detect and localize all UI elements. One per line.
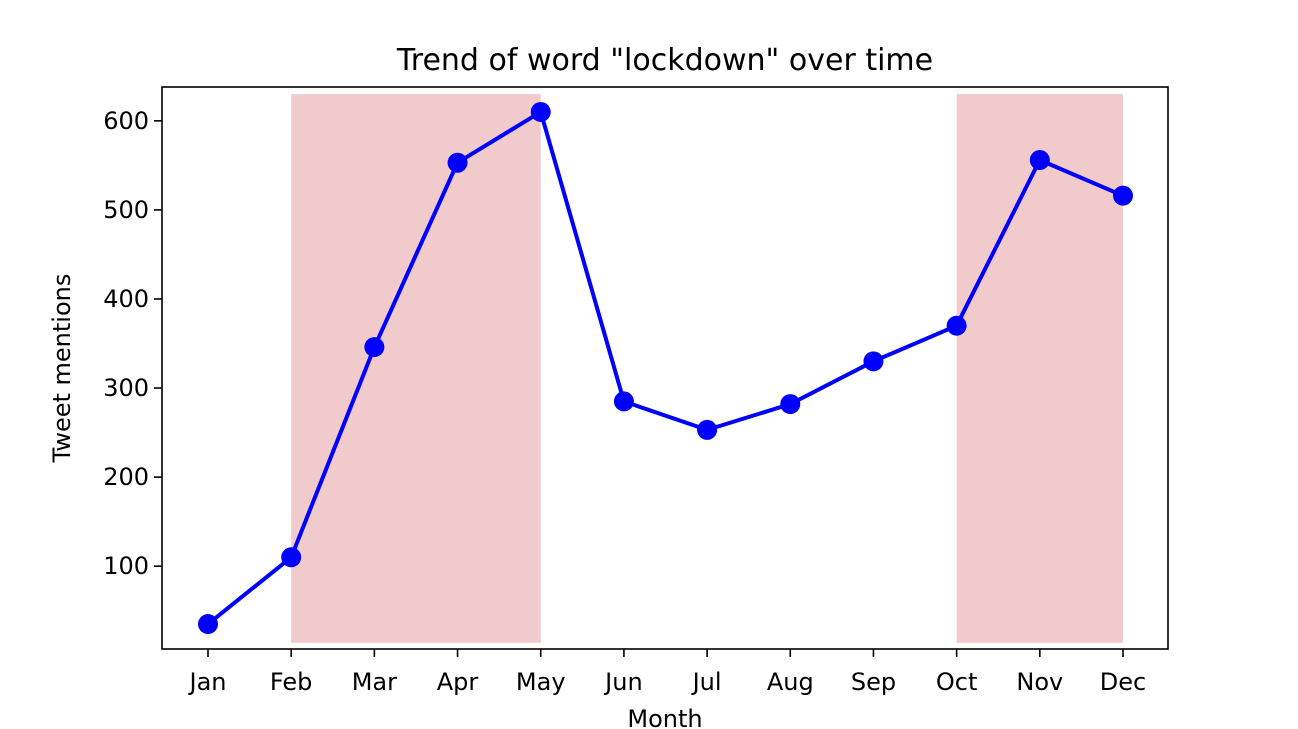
y-tick-label: 100 bbox=[103, 552, 149, 580]
x-tick-label-mar: Mar bbox=[352, 668, 397, 696]
x-tick-label-jan: Jan bbox=[188, 668, 227, 696]
highlight-bands bbox=[291, 94, 1123, 643]
data-point-apr bbox=[447, 152, 468, 173]
data-point-jun bbox=[613, 391, 634, 412]
y-tick-label: 500 bbox=[103, 196, 149, 224]
x-axis-label: Month bbox=[627, 705, 702, 729]
series-line bbox=[206, 109, 1125, 627]
data-point-dec bbox=[1113, 185, 1133, 206]
x-tick-label-sep: Sep bbox=[851, 668, 896, 696]
data-point-sep bbox=[863, 351, 884, 372]
y-axis-label: Tweet mentions bbox=[48, 274, 76, 464]
chart-title: Trend of word "lockdown" over time bbox=[396, 43, 933, 78]
x-tick-label-nov: Nov bbox=[1016, 668, 1063, 696]
plot-frame bbox=[161, 86, 1169, 650]
data-point-aug bbox=[780, 394, 801, 415]
y-tick-label: 200 bbox=[103, 463, 149, 491]
y-axis: 100 200 300 400 500 600 bbox=[103, 107, 162, 580]
x-tick-label-jun: Jun bbox=[603, 668, 643, 696]
data-point-jan bbox=[198, 614, 218, 635]
x-tick-label-aug: Aug bbox=[767, 668, 814, 696]
x-tick-label-jul: Jul bbox=[691, 668, 722, 696]
x-tick-label-feb: Feb bbox=[270, 668, 313, 696]
x-tick-label-dec: Dec bbox=[1100, 668, 1146, 696]
x-tick-label-may: May bbox=[516, 668, 566, 696]
data-point-oct bbox=[946, 315, 967, 336]
x-tick-label-apr: Apr bbox=[437, 668, 479, 696]
data-point-mar bbox=[364, 337, 385, 358]
x-axis: Jan Feb Mar Apr May Jun Jul Aug Sep Oct Nov Dec bbox=[188, 649, 1146, 696]
x-tick-label-oct: Oct bbox=[936, 668, 978, 696]
highlight-band-2 bbox=[956, 94, 1123, 643]
series-layer bbox=[198, 101, 1133, 635]
y-tick-label: 300 bbox=[103, 374, 149, 402]
data-point-jul bbox=[697, 419, 718, 440]
data-point-nov bbox=[1029, 150, 1050, 171]
data-point-may bbox=[530, 101, 551, 122]
y-tick-label: 600 bbox=[103, 107, 149, 135]
highlight-band-1 bbox=[291, 94, 541, 643]
data-point-feb bbox=[281, 547, 302, 568]
y-tick-label: 400 bbox=[103, 285, 149, 313]
